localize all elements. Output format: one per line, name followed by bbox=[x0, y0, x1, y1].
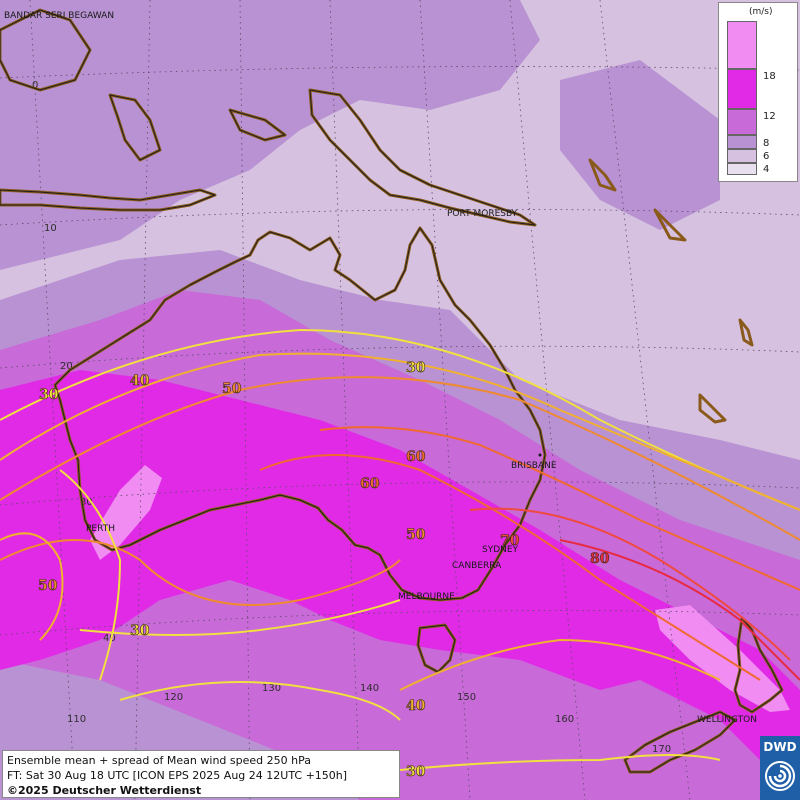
isotach-label-40-west: 40 bbox=[130, 373, 150, 389]
isotach-label-50-central: 50 bbox=[406, 527, 426, 543]
spread-6-8-north bbox=[0, 0, 540, 270]
lon-label-150: 150 bbox=[457, 692, 476, 703]
isotach-label-50-southwest: 50 bbox=[38, 578, 58, 594]
city-wellington: WELLINGTON bbox=[697, 715, 757, 725]
isotach-label-60-west: 60 bbox=[360, 476, 380, 492]
lon-label-120: 120 bbox=[164, 692, 183, 703]
info-box: Ensemble mean + spread of Mean wind spee… bbox=[2, 750, 400, 798]
city-bandar-seri-begawan: BANDAR SERI BEGAWAN bbox=[4, 11, 114, 21]
lon-label-130: 130 bbox=[262, 683, 281, 694]
isotach-label-80: 80 bbox=[590, 551, 610, 567]
legend-label-6: 6 bbox=[763, 151, 770, 162]
legend-unit: (m/s) bbox=[749, 7, 773, 17]
lon-label-170: 170 bbox=[652, 744, 671, 755]
spread-8-12-southeast bbox=[500, 680, 760, 800]
spread-12-18-band bbox=[0, 370, 800, 780]
isotach-label-30-southwest: 30 bbox=[130, 623, 150, 639]
legend-swatch-6-8 bbox=[727, 135, 757, 149]
lat-label-40: 40 bbox=[103, 633, 116, 644]
spread-gt18-west bbox=[90, 465, 162, 560]
dwd-swirl-icon bbox=[765, 761, 795, 791]
legend-swatch-8-12 bbox=[727, 109, 757, 135]
isotachs: 30 40 50 30 60 60 50 70 80 50 30 40 30 bbox=[0, 328, 800, 780]
legend-label-4: 4 bbox=[763, 164, 770, 175]
legend-label-12: 12 bbox=[763, 111, 776, 122]
lat-label-30: 30 bbox=[80, 497, 93, 508]
isotach-label-40-south: 40 bbox=[406, 698, 426, 714]
legend-swatch-12-18 bbox=[727, 69, 757, 109]
legend-swatch-4-6 bbox=[727, 149, 757, 163]
isotach-label-30-west: 30 bbox=[39, 387, 59, 403]
isotach-label-30-north: 30 bbox=[406, 360, 426, 376]
city-dot-brisbane bbox=[538, 453, 542, 457]
dwd-logo: DWD bbox=[760, 736, 800, 800]
city-labels: BANDAR SERI BEGAWAN PORT MORESBY BRISBAN… bbox=[4, 11, 757, 725]
legend-swatch-gt18 bbox=[727, 21, 757, 69]
city-melbourne: MELBOURNE bbox=[398, 592, 455, 602]
info-copyright: ©2025 Deutscher Wetterdienst bbox=[7, 784, 202, 797]
city-brisbane: BRISBANE bbox=[511, 461, 557, 471]
isotach-label-30-south: 30 bbox=[406, 764, 426, 780]
city-sydney: SYDNEY bbox=[482, 545, 519, 555]
isotach-label-50-north: 50 bbox=[222, 381, 242, 397]
city-canberra: CANBERRA bbox=[452, 561, 502, 571]
color-legend: (m/s) 18 12 8 6 4 bbox=[718, 2, 798, 182]
coastlines bbox=[0, 8, 784, 774]
legend-swatch-lt4 bbox=[727, 163, 757, 175]
info-title: Ensemble mean + spread of Mean wind spee… bbox=[7, 754, 311, 767]
lon-label-160: 160 bbox=[555, 714, 574, 725]
lon-label-140: 140 bbox=[360, 683, 379, 694]
lat-label-20: 20 bbox=[60, 361, 73, 372]
spread-gt18-east bbox=[655, 605, 790, 712]
lat-label-10: 10 bbox=[44, 223, 57, 234]
legend-label-8: 8 bbox=[763, 138, 770, 149]
legend-label-18: 18 bbox=[763, 71, 776, 82]
lat-label-0: 0 bbox=[32, 80, 38, 91]
dwd-logo-text: DWD bbox=[763, 740, 797, 754]
isotach-label-60-east: 60 bbox=[406, 449, 426, 465]
city-perth: PERTH bbox=[86, 524, 115, 534]
info-forecast-time: FT: Sat 30 Aug 18 UTC [ICON EPS 2025 Aug… bbox=[7, 769, 348, 782]
lon-label-110: 110 bbox=[67, 714, 86, 725]
isotach-label-70: 70 bbox=[500, 533, 520, 549]
spread-6-8-northeast bbox=[560, 60, 720, 230]
city-port-moresby: PORT MORESBY bbox=[447, 209, 518, 219]
